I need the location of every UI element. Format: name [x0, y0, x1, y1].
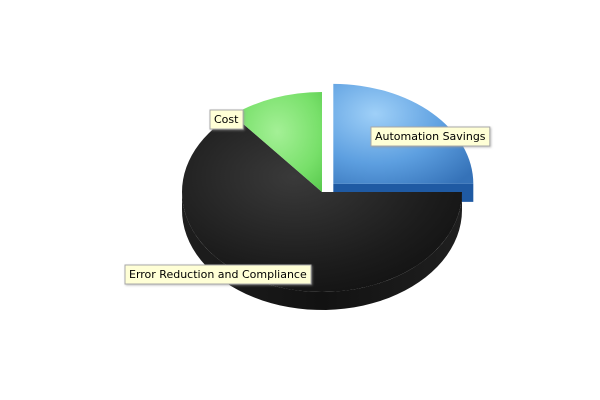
slice-label-cost: Cost	[214, 113, 239, 126]
slice-label-box-automation-savings	[370, 126, 491, 147]
slice-label-box-cost	[209, 109, 244, 130]
slice-label-error-reduction-and-compliance: Error Reduction and Compliance	[129, 268, 307, 281]
slice-label-box-error-reduction-and-compliance	[124, 264, 312, 285]
pie-labels: Automation Savings Error Reduction and Co…	[124, 109, 491, 285]
slice-error-reduction-and-compliance	[181, 114, 463, 293]
slice-label-automation-savings: Automation Savings	[375, 130, 486, 143]
slice-cost	[232, 92, 322, 192]
